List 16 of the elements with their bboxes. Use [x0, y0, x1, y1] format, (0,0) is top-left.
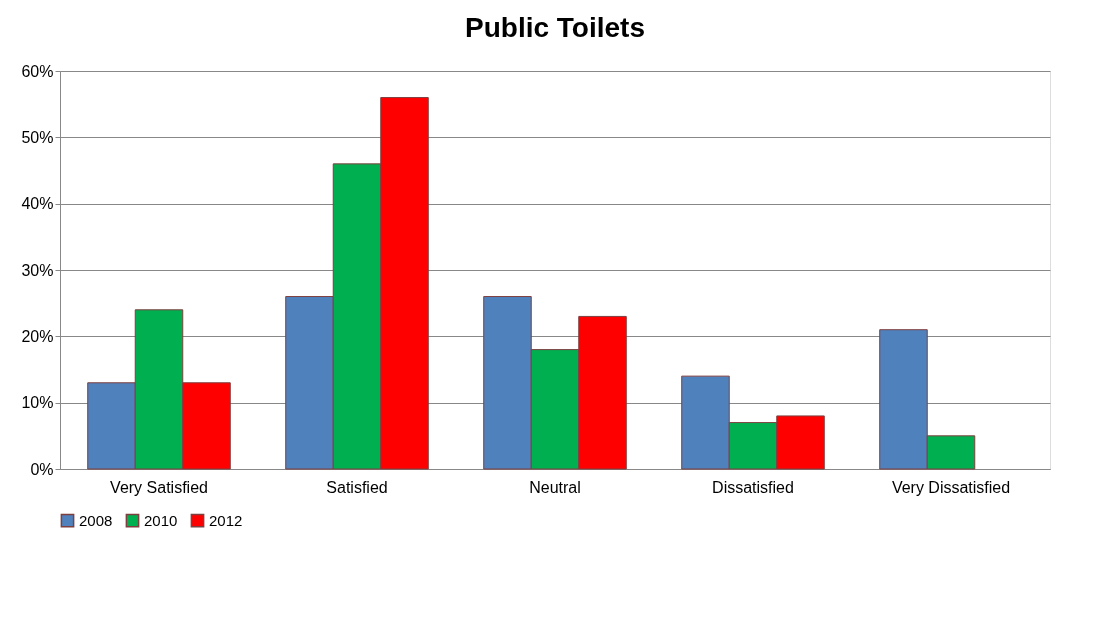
x-tick-label: Dissatisfied: [712, 478, 794, 496]
y-tick-label: 40%: [21, 195, 54, 213]
legend-label: 2010: [144, 511, 178, 529]
y-tick-label: 50%: [21, 128, 54, 146]
y-tick-label: 20%: [21, 327, 54, 345]
chart-title: Public Toilets: [465, 12, 645, 43]
legend-label: 2012: [209, 511, 243, 529]
y-tick-label: 30%: [21, 261, 54, 279]
y-tick-label: 0%: [30, 460, 54, 478]
x-tick-label: Very Satisfied: [110, 478, 208, 496]
x-tick-label: Satisfied: [326, 478, 388, 496]
x-tick-label: Very Dissatisfied: [891, 478, 1011, 496]
legend-label: 2008: [79, 511, 113, 529]
y-tick-label: 10%: [21, 394, 54, 412]
x-tick-label: Neutral: [529, 478, 581, 496]
y-tick-label: 60%: [21, 62, 54, 80]
